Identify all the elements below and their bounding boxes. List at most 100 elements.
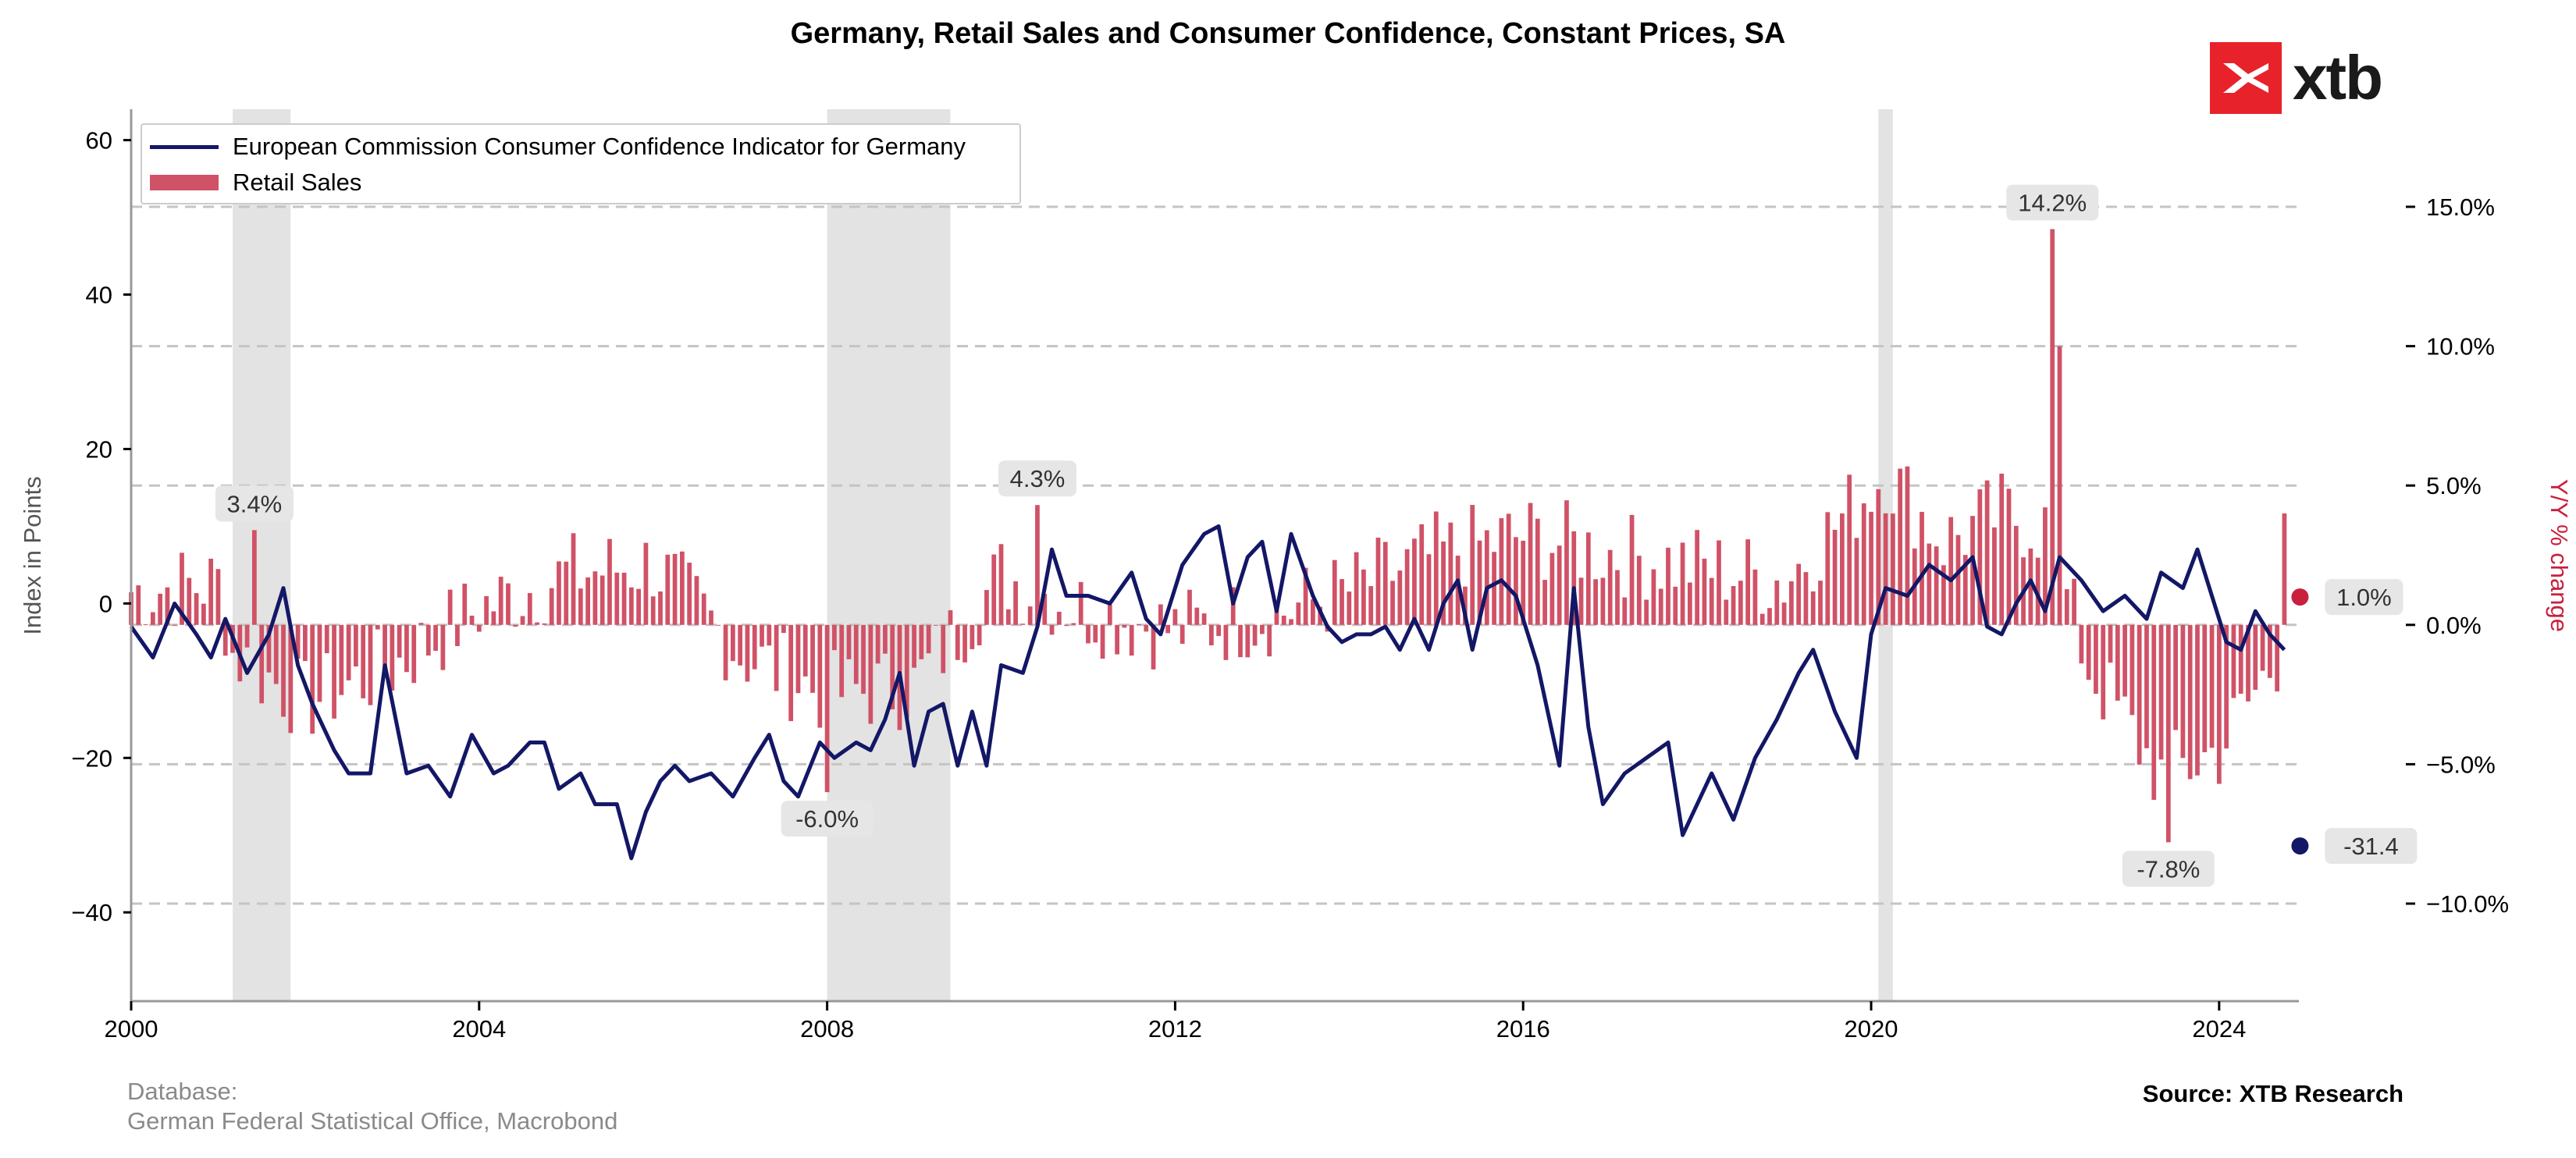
retail-bar	[172, 624, 177, 626]
retail-bar	[658, 591, 663, 625]
retail-bar	[281, 624, 286, 717]
retail-bar	[201, 603, 206, 625]
retail-bar	[1078, 581, 1083, 625]
retail-bar	[1752, 569, 1758, 625]
retail-bar	[2187, 624, 2193, 780]
right-tick-label: −10.0%	[2426, 890, 2509, 918]
retail-bar	[1412, 538, 1417, 625]
retail-bar	[636, 588, 642, 625]
retail-bar	[266, 624, 272, 673]
annotation-label: 4.3%	[1010, 465, 1066, 492]
retail-bar	[2028, 548, 2033, 625]
left-tick-label: −40	[71, 899, 112, 926]
retail-bar	[1340, 579, 1344, 625]
retail-bar	[2282, 513, 2287, 625]
x-tick-label: 2008	[800, 1015, 854, 1043]
retail-bar	[194, 593, 199, 625]
retail-bar	[1528, 503, 1533, 625]
retail-bar	[433, 624, 438, 652]
retail-bar	[904, 624, 909, 718]
left-axis-label: Index in Points	[19, 476, 46, 634]
x-tick-label: 2012	[1148, 1015, 1202, 1043]
retail-bar	[244, 624, 250, 648]
retail-bar	[1571, 531, 1577, 625]
retail-bar	[600, 575, 605, 625]
retail-bar	[2086, 624, 2091, 680]
retail-bar	[317, 624, 322, 702]
retail-bar	[1042, 594, 1048, 625]
retail-bar	[1056, 611, 1062, 625]
retail-bar	[1296, 602, 1301, 625]
retail-bar	[1927, 543, 1932, 625]
retail-bar	[1238, 624, 1243, 658]
retail-bar	[549, 588, 554, 625]
retail-bar	[890, 624, 895, 709]
retail-bar	[2050, 229, 2055, 625]
retail-bar	[962, 624, 967, 662]
retail-bar	[1252, 624, 1258, 646]
retail-bar	[1151, 624, 1156, 670]
retail-bar	[846, 624, 852, 659]
retail-bar	[2108, 624, 2113, 663]
retail-bar	[650, 596, 656, 625]
retail-bar	[745, 624, 750, 682]
retail-bar	[1281, 615, 1286, 625]
retail-bar	[404, 624, 409, 673]
retail-bar	[180, 552, 184, 625]
retail-bar	[1332, 559, 1337, 625]
retail-bar	[1992, 527, 1997, 625]
retail-bar	[1390, 581, 1395, 625]
retail-bar	[1441, 541, 1446, 625]
retail-bar	[817, 624, 823, 728]
last-value-label: 1.0%	[2336, 584, 2392, 611]
retail-bar	[701, 593, 706, 625]
retail-bar	[2013, 525, 2019, 625]
retail-bar	[1267, 624, 1272, 657]
retail-bar	[1781, 602, 1787, 625]
retail-bar	[1695, 530, 1700, 625]
retail-bar	[187, 577, 192, 625]
axes: 60 40 20 0 −20 −40 15.0% 10.0% 5.0% 0.0% −5.0% −10.…	[19, 109, 2573, 1043]
retail-bar	[723, 624, 728, 680]
retail-bar	[542, 623, 547, 625]
retail-bar	[252, 530, 257, 625]
retail-bar	[2180, 624, 2186, 758]
retail-bar	[2129, 624, 2135, 716]
retail-bar	[1738, 581, 1743, 625]
retail-bar	[1629, 514, 1635, 625]
retail-bar	[934, 624, 938, 626]
retail-bar	[527, 593, 532, 625]
retail-bar	[1093, 624, 1098, 643]
retail-bar	[1717, 540, 1721, 625]
retail-bar	[143, 624, 148, 626]
retail-bar	[1100, 624, 1105, 659]
retail-bar	[571, 533, 576, 625]
retail-bar	[2195, 624, 2200, 776]
x-mark-icon	[2223, 63, 2268, 93]
retail-bar	[354, 624, 358, 667]
x-tick-label: 2020	[1845, 1015, 1898, 1043]
retail-bar	[158, 593, 163, 625]
retail-bar	[1832, 529, 1838, 625]
retail-bar	[1745, 539, 1751, 625]
x-tick-label: 2000	[105, 1015, 158, 1043]
retail-bar	[1433, 511, 1439, 625]
source-note: Source: XTB Research	[2142, 1080, 2403, 1107]
retail-bar	[607, 538, 612, 625]
retail-bar	[1397, 570, 1403, 625]
retail-bar	[1521, 540, 1526, 625]
retail-bar	[1702, 558, 1707, 625]
retail-bar	[679, 551, 685, 625]
retail-bar	[2072, 578, 2076, 625]
retail-bar	[1137, 624, 1141, 626]
retail-bar	[2043, 507, 2048, 625]
retail-bar	[1941, 565, 1946, 625]
annotation-label-box	[2122, 851, 2215, 887]
retail-bar	[1426, 554, 1432, 625]
right-tick-label: 10.0%	[2426, 333, 2495, 361]
retail-bar	[332, 624, 336, 719]
retail-bar	[1788, 581, 1794, 625]
retail-bar	[1999, 473, 2005, 625]
retail-bar	[324, 624, 329, 654]
retail-bar	[1687, 582, 1692, 625]
